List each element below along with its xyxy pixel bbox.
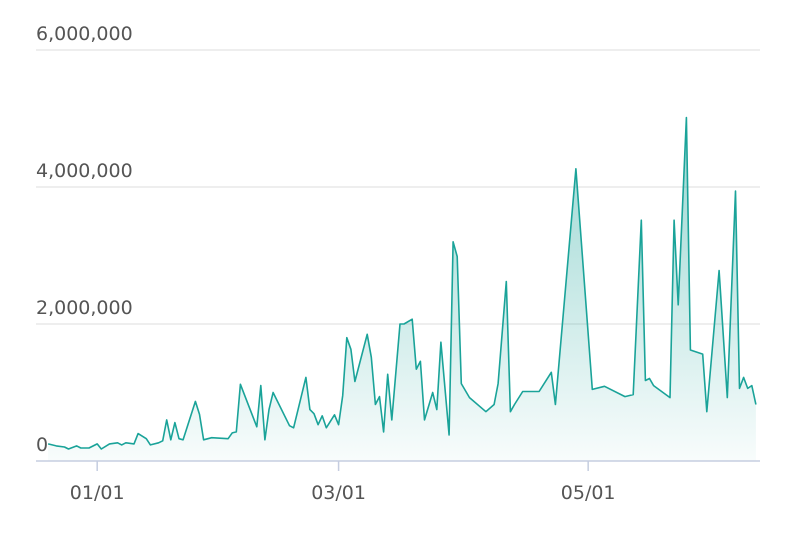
y-tick-label: 6,000,000	[36, 23, 133, 45]
y-tick-label: 2,000,000	[36, 297, 133, 319]
x-tick-label: 05/01	[561, 482, 616, 504]
line	[47, 116, 757, 450]
x-tick-label: 03/01	[311, 482, 366, 504]
y-tick-label: 4,000,000	[36, 160, 133, 182]
x-tick-label: 01/01	[70, 482, 125, 504]
area	[48, 117, 756, 461]
y-tick-label: 0	[36, 434, 48, 456]
